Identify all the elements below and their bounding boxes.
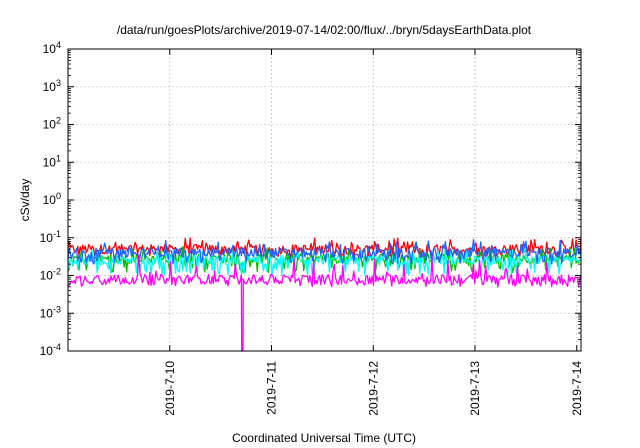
- y-tick-label: 10-1: [40, 229, 61, 245]
- y-tick-labels: 10-4 10-3 10-2 10-1 100 101 102 103 104: [40, 40, 61, 358]
- series-line-3: [67, 238, 582, 265]
- y-tick-label: 102: [43, 116, 61, 132]
- chart-title: /data/run/goesPlots/archive/2019-07-14/0…: [117, 23, 532, 37]
- y-tick-label: 101: [43, 153, 61, 169]
- y-tick-label: 10-3: [40, 304, 61, 320]
- y-tick-label: 100: [43, 191, 61, 207]
- x-tick-label: 2019-7-14: [570, 361, 584, 416]
- y-axis-label: cSv/day: [18, 179, 32, 222]
- x-tick-labels: 2019-7-10 2019-7-11 2019-7-12 2019-7-13 2019…: [163, 361, 584, 416]
- y-tick-label: 104: [43, 40, 61, 56]
- x-tick-label: 2019-7-10: [163, 361, 177, 416]
- series-group: [67, 237, 582, 352]
- grid-lines: [68, 49, 581, 351]
- series-line-0: [67, 237, 582, 259]
- x-tick-label: 2019-7-13: [468, 361, 482, 416]
- y-tick-label: 103: [43, 78, 61, 94]
- series-line-2: [67, 248, 582, 277]
- y-tick-label: 10-4: [40, 342, 61, 358]
- x-tick-label: 2019-7-11: [265, 361, 279, 415]
- tick-marks: [68, 48, 581, 352]
- x-axis-label: Coordinated Universal Time (UTC): [232, 431, 416, 445]
- series-line-4: [67, 254, 582, 352]
- y-tick-label: 10-2: [40, 267, 61, 283]
- x-tick-label: 2019-7-12: [366, 361, 380, 416]
